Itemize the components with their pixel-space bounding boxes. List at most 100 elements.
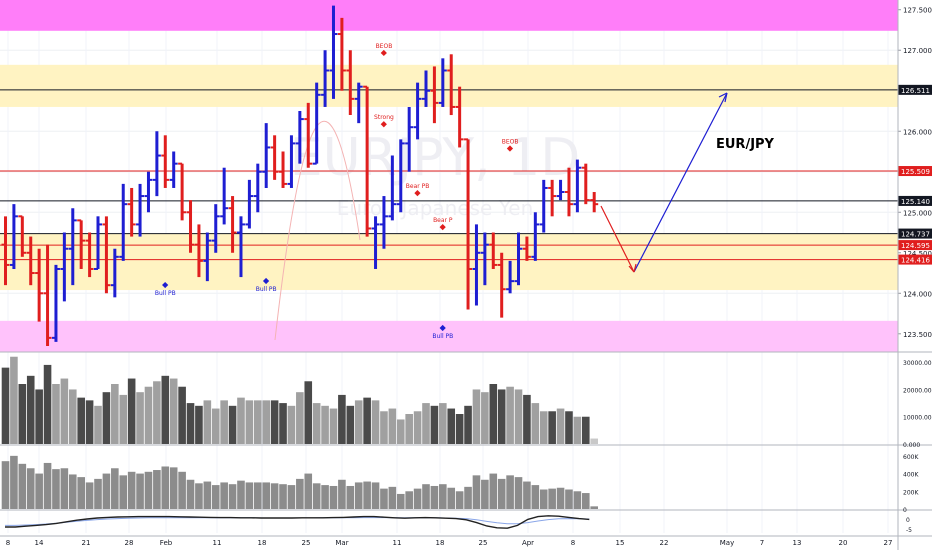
time-axis-label: 18: [258, 539, 267, 547]
oscillator-bar: [10, 455, 18, 509]
ohlc-bar: [379, 196, 388, 249]
ohlc-bar: [152, 131, 161, 197]
ohlc-bar: [489, 232, 498, 269]
price-tag-text: 125.509: [901, 168, 930, 176]
ohlc-bar: [110, 248, 119, 298]
volume-bar: [405, 414, 413, 444]
volume-bar: [371, 400, 380, 444]
volume-bar: [43, 364, 52, 444]
annotation-label: BEOB: [376, 43, 393, 50]
volume-bar: [35, 389, 43, 444]
ohlc-bar: [220, 167, 229, 225]
ohlc-bar: [581, 163, 590, 205]
arrow-down-line: [600, 205, 635, 273]
volume-bar: [565, 411, 573, 444]
oscillator-bar: [472, 475, 481, 509]
ohlc-bar: [312, 82, 321, 165]
volume-bar: [329, 408, 338, 444]
volume-bar: [228, 405, 237, 444]
ohlc-bar: [68, 208, 77, 286]
ohlc-bar: [354, 82, 363, 124]
volume-bar: [455, 414, 464, 444]
volume-bar: [481, 392, 489, 444]
ohlc-bar: [203, 232, 212, 282]
price-axis-label: 125.000: [903, 209, 932, 217]
annotation-marker: [162, 281, 169, 289]
volume-pane: [1, 356, 598, 444]
oscillator-bar: [220, 482, 228, 509]
time-axis-label: 11: [393, 539, 402, 547]
volume-bar: [262, 400, 271, 444]
ohlc-bar: [43, 244, 52, 346]
volume-bar: [422, 403, 430, 444]
price-tag-text: 124.416: [901, 257, 930, 265]
oscillator-bar: [35, 473, 43, 509]
ohlc-bar: [136, 183, 145, 237]
zone-2: [0, 233, 898, 291]
volume-bar: [472, 389, 481, 444]
volume-bar: [85, 400, 94, 444]
indicator-axis-label: -5: [906, 527, 912, 534]
oscillator-bar: [161, 466, 170, 509]
annotation-label: BEOB: [502, 138, 519, 145]
oscillator-bar: [270, 483, 279, 509]
ohlc-bar: [422, 70, 430, 107]
time-axis-label: 20: [839, 539, 848, 547]
oscillator-bar: [254, 482, 262, 509]
ohlc-bar: [228, 196, 237, 253]
volume-bar: [26, 375, 35, 444]
price-axis-label: 124.500: [903, 250, 932, 258]
oscillator-axis-label: 200K: [903, 489, 919, 496]
ohlc-bar: [211, 204, 220, 253]
oscillator-bar: [153, 470, 161, 509]
ohlc-bar: [438, 58, 447, 107]
volume-bar: [439, 403, 447, 444]
time-axis-label: 21: [82, 539, 91, 547]
ohlc-bar: [556, 179, 565, 201]
ohlc-bar: [506, 260, 515, 294]
ohlc-bar: [186, 200, 195, 253]
volume-bar: [506, 386, 514, 444]
time-axis-label: 25: [479, 539, 488, 547]
oscillator-bar: [346, 485, 355, 509]
ohlc-bar: [9, 204, 18, 269]
oscillator-bar: [489, 473, 498, 509]
volume-axis-label: 30000.000: [903, 360, 932, 367]
volume-bar: [531, 403, 540, 444]
price-axis-label: 124.000: [903, 290, 932, 298]
volume-bar: [312, 403, 321, 444]
annotation-marker: [506, 145, 514, 152]
annotations-layer: BEOB Strong Bear PB Bear P BEOB Bull PB Bull P…: [155, 43, 519, 340]
volume-bar: [396, 419, 405, 444]
oscillator-bar: [102, 473, 111, 509]
oscillator-bar: [169, 467, 178, 509]
ohlc-bar: [337, 17, 346, 91]
ohlc-bar: [346, 50, 355, 116]
oscillator-bar: [565, 489, 573, 509]
ohlc-bar: [253, 163, 262, 213]
arrow-up-line: [633, 92, 728, 273]
ohlc-bar: [26, 236, 35, 286]
time-axis-label: 8: [571, 539, 575, 547]
volume-bar: [245, 400, 254, 444]
oscillator-bar: [304, 473, 313, 509]
ohlc-bar: [60, 232, 69, 302]
oscillator-bar: [262, 482, 271, 509]
oscillator-bar: [228, 484, 237, 509]
oscillator-bar: [287, 485, 296, 509]
price-tag-bg: [898, 166, 932, 177]
volume-bar: [338, 394, 346, 444]
price-axis-label: 127.500: [903, 7, 932, 15]
volume-bar: [136, 392, 144, 444]
oscillator-bar: [481, 479, 489, 509]
price-axis-label: 126.000: [903, 128, 932, 136]
ohlc-bar: [102, 216, 111, 294]
volume-bar: [169, 378, 178, 444]
volume-bar: [237, 397, 245, 444]
ohlc-bar: [539, 179, 548, 233]
volume-bar: [279, 403, 287, 444]
ohlc-bar: [531, 212, 540, 261]
volume-bar: [119, 394, 128, 444]
oscillator-bar: [514, 477, 523, 509]
